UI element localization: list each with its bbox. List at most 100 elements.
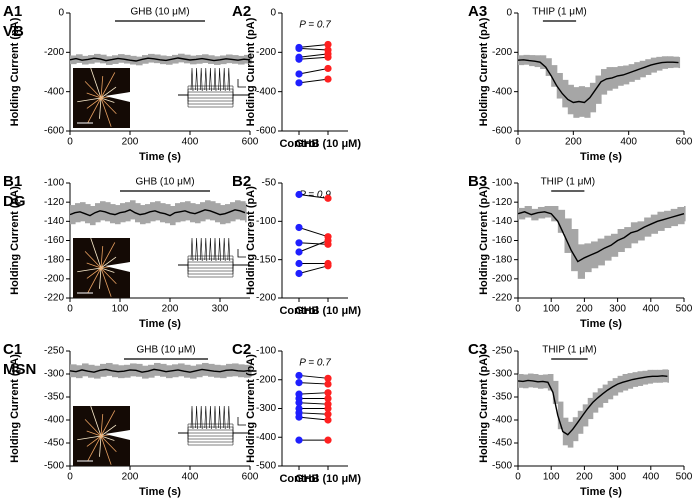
y-tick-label: 0 bbox=[58, 8, 64, 19]
x-tick-label: 200 bbox=[576, 304, 593, 315]
error-band bbox=[106, 362, 113, 376]
y-tick-label: -600 bbox=[44, 126, 64, 137]
pair-line bbox=[298, 242, 329, 245]
error-band bbox=[607, 380, 614, 400]
data-point bbox=[324, 410, 332, 418]
x-axis-title: Time (s) bbox=[580, 318, 622, 330]
y-tick-label: -400 bbox=[44, 415, 64, 426]
error-band bbox=[90, 206, 96, 226]
pair-line bbox=[298, 53, 329, 58]
y-tick-label: -180 bbox=[44, 254, 64, 265]
error-band bbox=[612, 378, 619, 396]
error-band bbox=[617, 229, 625, 252]
panel-label: C1 bbox=[3, 341, 22, 358]
dendrite bbox=[100, 246, 104, 269]
error-band bbox=[230, 202, 236, 222]
error-band bbox=[667, 369, 669, 383]
error-band bbox=[601, 69, 608, 95]
spike bbox=[227, 67, 231, 92]
spike bbox=[195, 405, 198, 430]
dendrite bbox=[87, 435, 102, 461]
x-axis-title: Time (s) bbox=[139, 151, 181, 163]
spike bbox=[195, 67, 198, 92]
drug-label: GHB (10 μM) bbox=[135, 177, 194, 188]
data-point bbox=[324, 389, 332, 397]
pipette bbox=[105, 92, 130, 102]
error-band bbox=[627, 373, 634, 389]
data-point bbox=[324, 64, 332, 73]
trace bbox=[178, 94, 250, 99]
error-band bbox=[623, 65, 630, 85]
x-tick-label: 300 bbox=[609, 472, 626, 483]
pair-line bbox=[298, 265, 329, 274]
y-tick-label: -600 bbox=[492, 126, 512, 137]
error-band bbox=[562, 79, 569, 108]
error-band bbox=[135, 203, 141, 223]
dendrite bbox=[86, 435, 102, 447]
x-tick-label: 600 bbox=[242, 137, 259, 148]
error-band bbox=[591, 241, 599, 269]
inset bbox=[73, 67, 250, 128]
dendrite bbox=[86, 262, 102, 269]
spike bbox=[190, 405, 194, 430]
error-band bbox=[587, 397, 594, 420]
pair-line bbox=[298, 78, 329, 84]
pair-line bbox=[298, 43, 329, 48]
x-tick-label: 400 bbox=[182, 137, 199, 148]
trace bbox=[178, 94, 250, 108]
y-tick-label: -200 bbox=[256, 293, 276, 304]
y-tick-label: -250 bbox=[492, 346, 512, 357]
x-axis-title: Time (s) bbox=[139, 486, 181, 498]
panel-label: C3 bbox=[468, 341, 487, 358]
panel-label: A3 bbox=[468, 3, 487, 20]
trace bbox=[178, 91, 250, 96]
dendrite bbox=[100, 414, 104, 437]
scale-bar bbox=[237, 79, 246, 88]
dendrite bbox=[100, 97, 115, 103]
y-tick-label: 0 bbox=[270, 8, 276, 19]
error-band bbox=[584, 87, 591, 118]
spike bbox=[218, 237, 221, 262]
dendrite bbox=[86, 430, 102, 437]
data-point bbox=[324, 404, 332, 413]
y-tick-label: -220 bbox=[492, 293, 512, 304]
dendrite bbox=[100, 242, 116, 269]
y-tick-label: -500 bbox=[492, 461, 512, 472]
y-tick-label: -180 bbox=[492, 254, 512, 265]
y-tick-label: -450 bbox=[492, 438, 512, 449]
error-band bbox=[136, 56, 143, 66]
error-band bbox=[556, 72, 563, 99]
dendrite bbox=[86, 92, 102, 99]
data-point bbox=[295, 413, 303, 421]
panel-label: A1 bbox=[3, 3, 22, 20]
dendrite bbox=[100, 435, 115, 441]
error-band bbox=[597, 238, 605, 266]
y-tick-label: 0 bbox=[506, 8, 512, 19]
error-band bbox=[540, 55, 547, 70]
data-point bbox=[295, 55, 303, 63]
scale-bar bbox=[237, 249, 246, 258]
spike bbox=[190, 237, 194, 262]
trace bbox=[178, 264, 250, 269]
dendrite bbox=[86, 97, 102, 109]
x-tick-label: 0 bbox=[515, 304, 521, 315]
data-point bbox=[295, 248, 303, 256]
trace bbox=[178, 261, 250, 266]
pair-line bbox=[298, 47, 329, 51]
x-tick-label: 500 bbox=[676, 304, 693, 315]
error-band bbox=[584, 243, 592, 273]
y-tick-label: -400 bbox=[492, 415, 512, 426]
y-tick-label: -200 bbox=[256, 374, 276, 385]
mean-trace bbox=[69, 209, 246, 217]
data-point bbox=[324, 53, 332, 61]
x-tick-label: 300 bbox=[212, 304, 229, 315]
y-tick-label: -100 bbox=[492, 178, 512, 189]
y-tick-label: -400 bbox=[256, 432, 276, 443]
dendrite bbox=[87, 97, 102, 123]
x-axis-title: Time (s) bbox=[139, 318, 181, 330]
pair-line bbox=[298, 402, 329, 405]
dendrite bbox=[90, 406, 102, 437]
y-tick-label: -200 bbox=[256, 47, 276, 58]
y-tick-label: -400 bbox=[44, 86, 64, 97]
x-tick-label: 0 bbox=[515, 472, 521, 483]
